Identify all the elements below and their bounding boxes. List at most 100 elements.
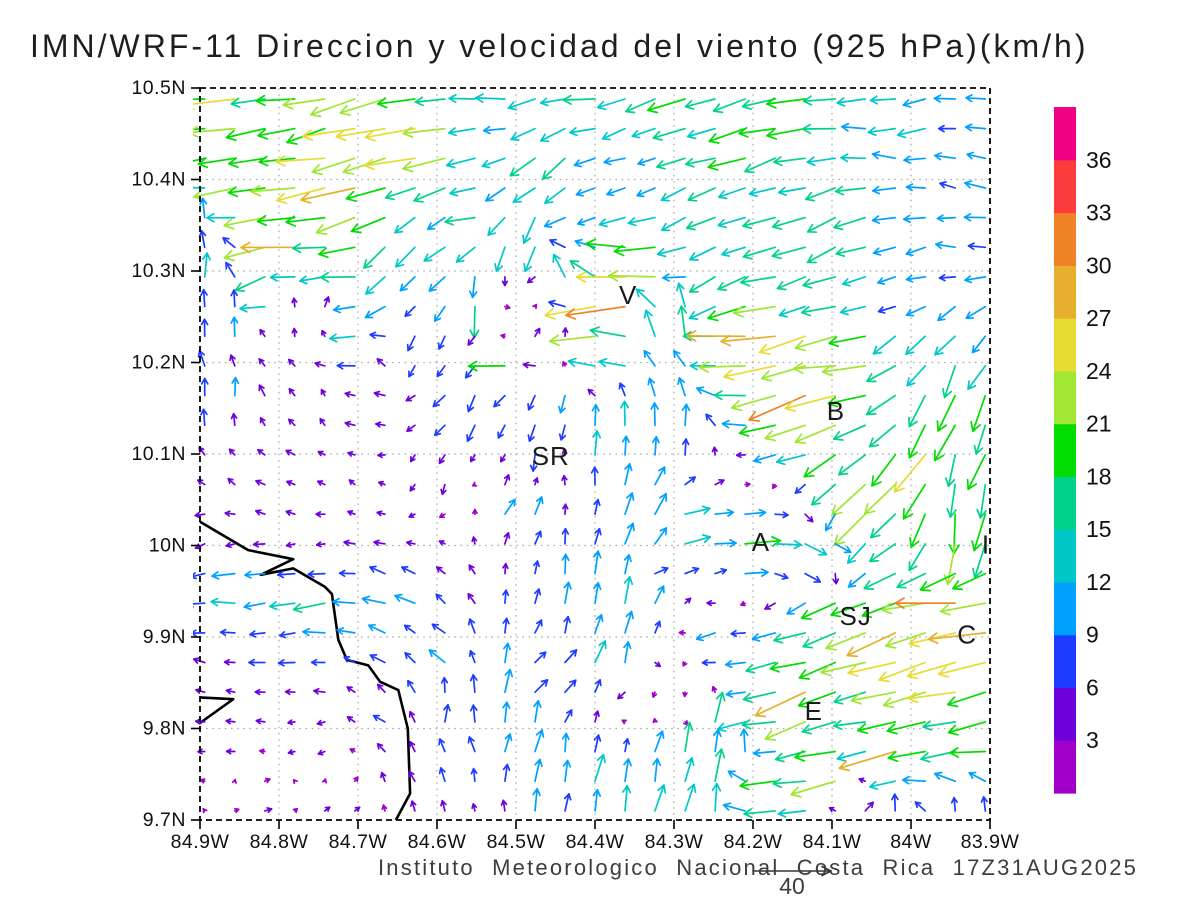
reference-arrow bbox=[752, 865, 832, 877]
wind-vector bbox=[867, 126, 897, 137]
wind-vector bbox=[394, 593, 416, 605]
wind-vector bbox=[966, 151, 987, 160]
wind-vector bbox=[652, 127, 686, 141]
station-label-I: I bbox=[982, 530, 990, 560]
wind-vector bbox=[292, 807, 299, 814]
wind-vector bbox=[339, 98, 386, 116]
wind-vector bbox=[661, 216, 686, 232]
wind-vector bbox=[349, 748, 356, 754]
wind-vector bbox=[438, 767, 446, 783]
wind-vector bbox=[840, 153, 867, 163]
wind-vector bbox=[713, 728, 722, 753]
wind-vector bbox=[964, 123, 987, 132]
wind-vector bbox=[481, 157, 506, 169]
wind-vector bbox=[252, 540, 266, 548]
x-axis-label: 84.2W bbox=[724, 831, 783, 853]
wind-vector bbox=[624, 610, 634, 634]
wind-vector bbox=[677, 305, 688, 338]
colorbar-swatch bbox=[1054, 687, 1076, 741]
wind-vector bbox=[903, 155, 927, 164]
wind-vector bbox=[801, 721, 837, 735]
wind-vector bbox=[522, 216, 536, 244]
wind-vector bbox=[436, 365, 446, 378]
wind-vector bbox=[964, 275, 987, 284]
wind-vector bbox=[364, 305, 386, 319]
wind-vector bbox=[802, 95, 837, 106]
wind-vector bbox=[254, 688, 266, 696]
wind-vector bbox=[244, 570, 266, 579]
wind-vector bbox=[223, 658, 236, 666]
wind-vector bbox=[353, 806, 361, 813]
wind-vector bbox=[637, 157, 656, 166]
colorbar-swatch bbox=[1054, 476, 1076, 530]
plot-border bbox=[199, 87, 991, 821]
wind-vector bbox=[563, 581, 572, 605]
wind-vector bbox=[223, 246, 266, 262]
wind-vector bbox=[548, 299, 566, 308]
wind-vector bbox=[651, 691, 658, 698]
wind-vector bbox=[598, 216, 626, 228]
wind-vector bbox=[838, 750, 897, 772]
wind-vector bbox=[313, 687, 326, 695]
station-label-SR: SR bbox=[532, 441, 570, 471]
wind-vector bbox=[534, 619, 543, 634]
colorbar-swatch bbox=[1054, 581, 1076, 636]
wind-vector bbox=[534, 679, 549, 694]
wind-vector bbox=[794, 483, 806, 494]
wind-vector bbox=[607, 270, 656, 282]
wind-vector bbox=[805, 187, 837, 202]
wind-vector bbox=[745, 661, 776, 674]
wind-vector bbox=[593, 498, 601, 516]
wind-vector bbox=[552, 253, 566, 278]
wind-vector bbox=[714, 508, 735, 517]
wind-vector bbox=[738, 424, 776, 437]
wind-vector bbox=[533, 477, 539, 486]
wind-vector bbox=[503, 532, 511, 545]
wind-vector bbox=[363, 157, 416, 171]
wind-vector bbox=[315, 216, 356, 235]
wind-vector bbox=[742, 691, 776, 703]
wind-vector bbox=[533, 700, 542, 723]
wind-vector bbox=[369, 654, 386, 664]
wind-vector bbox=[193, 126, 236, 138]
wind-vector bbox=[228, 448, 236, 456]
wind-vector bbox=[332, 597, 356, 607]
wind-vector bbox=[504, 304, 511, 310]
wind-vector bbox=[934, 152, 957, 161]
wind-vector bbox=[685, 216, 716, 231]
wind-vector bbox=[684, 534, 712, 545]
wind-vector bbox=[739, 728, 749, 753]
wind-vector bbox=[472, 481, 478, 487]
wind-vector bbox=[315, 541, 326, 548]
x-axis-label: 84.3W bbox=[645, 831, 704, 853]
wind-vector bbox=[769, 661, 806, 673]
wind-vector bbox=[577, 216, 596, 226]
wind-vector bbox=[311, 157, 356, 176]
wind-vector bbox=[373, 539, 386, 547]
wind-vector bbox=[827, 394, 867, 408]
wind-vector bbox=[654, 566, 669, 575]
wind-vector bbox=[947, 691, 987, 708]
wind-vector bbox=[714, 748, 726, 783]
wind-vector bbox=[835, 246, 867, 258]
wind-vector bbox=[846, 632, 897, 658]
wind-vector bbox=[776, 454, 806, 466]
wind-vector bbox=[754, 691, 806, 718]
wind-vector bbox=[248, 658, 266, 667]
wind-vector bbox=[409, 454, 416, 463]
wind-vector bbox=[723, 365, 776, 381]
wind-vector bbox=[905, 183, 927, 192]
wind-vector bbox=[636, 187, 656, 198]
wind-vector bbox=[764, 424, 806, 442]
wind-vector bbox=[225, 261, 236, 278]
wind-vector bbox=[731, 394, 776, 412]
wind-vector bbox=[562, 327, 569, 338]
wind-vector bbox=[594, 528, 602, 545]
wind-vector bbox=[258, 384, 266, 397]
wind-vector bbox=[908, 543, 927, 572]
wind-vector bbox=[631, 127, 656, 139]
wind-vector bbox=[971, 335, 987, 354]
wind-vector bbox=[263, 807, 273, 813]
wind-vector bbox=[938, 273, 957, 282]
wind-vector bbox=[804, 572, 822, 583]
